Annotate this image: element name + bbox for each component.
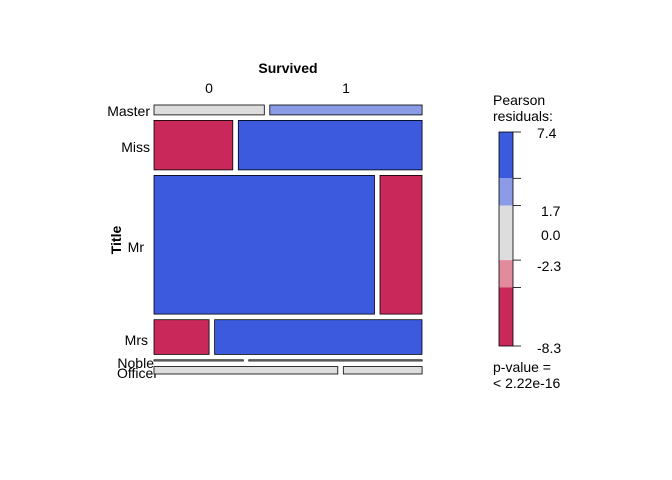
legend-bar-border [498,131,514,347]
legend-title-line2: residuals: [493,108,553,124]
mosaic-cell-noble-0 [153,359,244,362]
mosaic-cell-miss-0 [153,120,234,171]
pvalue-line2: < 2.22e-16 [493,375,561,391]
legend-tick-label-min: -8.3 [537,340,561,356]
row-label-master: Master [107,103,150,119]
mosaic-cell-noble-1 [248,359,423,362]
row-label-miss: Miss [121,139,150,155]
row-label-mrs: Mrs [125,332,148,348]
mosaic-cell-mr-0 [153,174,375,315]
mosaic-cell-master-1 [269,104,423,116]
legend-tick-label-weak-neg: -2.3 [537,258,561,274]
mosaic-cell-officer-0 [153,366,339,375]
row-label-officer: Officer [117,365,158,381]
row-label-mr: Mr [128,239,145,255]
y-axis-title: Title [108,226,124,255]
legend-title-line1: Pearson [493,92,545,108]
mosaic-cell-miss-1 [237,120,423,171]
mosaic-cell-master-0 [153,104,265,116]
legend-segment-strong-positive [499,132,513,179]
x-tick-label-0: 0 [205,80,213,96]
legend-color-bar [498,131,521,347]
legend-segment-weak-negative [499,260,513,288]
mosaic-cell-mr-1 [379,174,423,315]
mosaic-cell-officer-1 [342,366,423,375]
mosaic-cell-mrs-1 [214,319,423,355]
mosaic-cell-mrs-0 [153,319,210,355]
legend-tick-label-zero: 0.0 [541,227,561,243]
legend-tick-label-weak-pos: 1.7 [541,203,561,219]
legend-tick-label-max: 7.4 [537,125,557,141]
pvalue-line1: p-value = [493,359,551,375]
legend-segment-strong-negative [499,287,513,346]
row-label-noble: Noble [117,355,154,371]
x-tick-label-1: 1 [342,80,350,96]
mosaic-cells [153,104,423,375]
legend-segment-weak-positive [499,178,513,206]
x-axis-title: Survived [258,60,317,76]
legend-segment-neutral [499,205,513,261]
